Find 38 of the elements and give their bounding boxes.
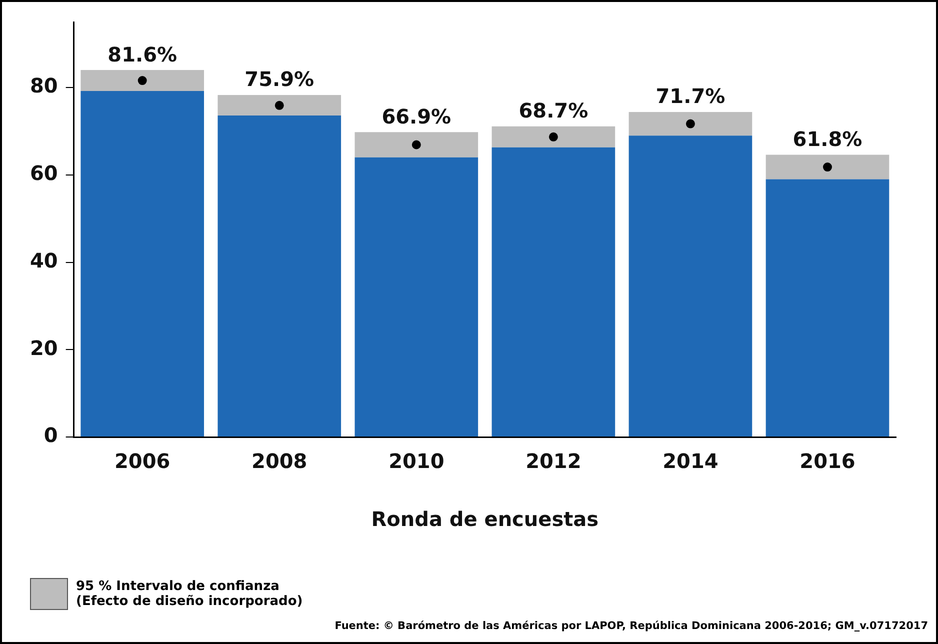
- bar: [218, 94, 342, 116]
- data-label: 75.9%: [244, 67, 314, 92]
- point: [548, 132, 558, 142]
- text: 95 % Intervalo de confianza (Efecto de diseño incorporado): [76, 579, 303, 609]
- x-tick-label: 2014: [662, 449, 718, 474]
- bar: [766, 179, 890, 436]
- data-label: 61.8%: [792, 127, 862, 152]
- bar: [80, 91, 204, 436]
- y-tick-label: 80: [30, 74, 58, 98]
- bar: [354, 157, 478, 436]
- data-label: 81.6%: [108, 42, 178, 66]
- y-tick-label: 60: [30, 161, 58, 186]
- bar: [80, 70, 204, 92]
- bar: [218, 115, 342, 436]
- point: [822, 162, 832, 172]
- bar: [492, 126, 616, 148]
- y-tick-label: 0: [44, 423, 58, 448]
- bar: [766, 154, 890, 180]
- data-label: 66.9%: [382, 104, 452, 128]
- x-tick-label: 2008: [252, 449, 308, 474]
- point: [138, 76, 147, 86]
- x-tick-label: 2010: [388, 449, 444, 474]
- y-tick-label: 40: [30, 248, 58, 272]
- data-label: 68.7%: [518, 98, 588, 123]
- x-axis-title: Ronda de encuestas: [371, 507, 599, 532]
- bar: [628, 112, 752, 136]
- source-note: Fuente: © Barómetro de las Américas por LAPOP, República Dominicana 2006-2016; GM_v.07172017: [334, 620, 928, 632]
- y-tick-label: 20: [30, 336, 58, 360]
- bar: [354, 132, 478, 158]
- x-tick-label: 2016: [800, 449, 856, 474]
- x-tick-label: 2012: [526, 449, 582, 474]
- bar: [628, 136, 752, 436]
- bar: [492, 147, 616, 436]
- data-label: 71.7%: [656, 84, 726, 108]
- point: [686, 119, 695, 128]
- point: [274, 100, 284, 110]
- x-tick-label: 2006: [114, 449, 170, 474]
- point: [412, 140, 421, 150]
